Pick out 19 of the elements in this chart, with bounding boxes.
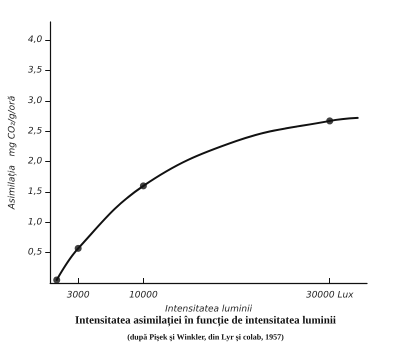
point bbox=[74, 244, 82, 252]
y-tick-label: 3,5 bbox=[28, 66, 42, 76]
text: (după Pişek şi Winkler, din Lyr şi colab, 1957) bbox=[127, 332, 284, 342]
y-tick-label: 1,0 bbox=[28, 217, 42, 228]
y-tick-label: 4,0 bbox=[28, 35, 42, 46]
y-tick-label: 3,0 bbox=[28, 96, 42, 106]
x-axis-title: Intensitatea luminii bbox=[165, 304, 253, 314]
point bbox=[140, 182, 147, 190]
y-tick-label: 2,0 bbox=[28, 156, 42, 167]
x-tick-label: 30000 Lux bbox=[306, 290, 354, 300]
point bbox=[326, 117, 334, 124]
y-tick-label: 1,5 bbox=[28, 186, 42, 197]
point bbox=[53, 276, 60, 284]
text: Intensitatea asimilației în funcție de intensitatea luminii bbox=[75, 314, 336, 326]
y-tick-label: 2,5 bbox=[28, 126, 42, 136]
x-tick-label: 10000 bbox=[129, 290, 158, 300]
y-axis-title: Asimilația mg CO₂/g/oră bbox=[8, 95, 18, 210]
x-tick-label: 3000 bbox=[66, 290, 90, 300]
y-tick-label: 0,5 bbox=[28, 248, 42, 258]
